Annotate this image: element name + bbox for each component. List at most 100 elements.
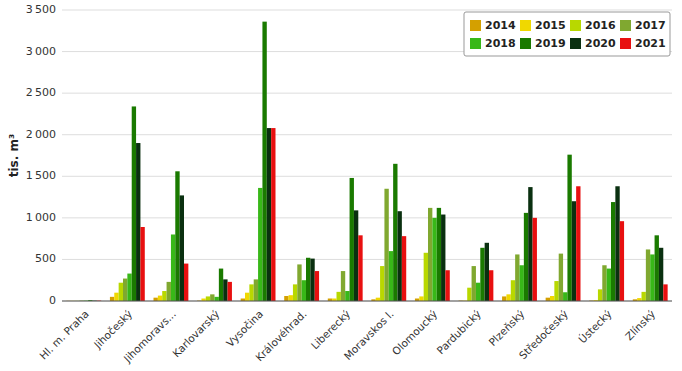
- bar: [127, 274, 131, 301]
- x-tick-label: Jihomoravs...: [121, 308, 178, 365]
- bar: [572, 201, 576, 301]
- grid-line: [62, 134, 672, 135]
- bar: [607, 269, 611, 301]
- bar: [646, 249, 650, 301]
- bar: [611, 202, 615, 301]
- bar: [171, 234, 175, 301]
- legend-label: 2019: [535, 37, 566, 50]
- bar: [215, 297, 219, 301]
- grid-line: [62, 10, 672, 11]
- bar: [559, 254, 563, 301]
- bar: [389, 251, 393, 301]
- bar: [354, 210, 358, 301]
- y-axis: 05001 0001 5002 0002 5003 0003 500: [26, 3, 56, 307]
- bar: [175, 171, 179, 301]
- grid-line: [62, 176, 672, 177]
- bar: [393, 164, 397, 301]
- x-tick-label: Hl. m. Praha: [37, 308, 91, 362]
- bar: [441, 215, 445, 301]
- bar: [310, 259, 314, 301]
- x-tick-label: Vysočina: [224, 308, 266, 350]
- legend-label: 2016: [585, 19, 616, 32]
- bar: [114, 293, 118, 301]
- x-tick-label: Karlovarský: [170, 308, 222, 360]
- bar: [219, 269, 223, 301]
- bar: [620, 221, 624, 301]
- bar: [524, 213, 528, 301]
- grid-line: [62, 301, 672, 302]
- bar: [489, 270, 493, 301]
- bar: [533, 218, 537, 301]
- grid: [62, 10, 672, 301]
- legend-swatch: [470, 20, 481, 31]
- bar: [341, 271, 345, 301]
- bar: [132, 106, 136, 301]
- bar: [432, 218, 436, 301]
- bar: [485, 243, 489, 301]
- bar: [350, 178, 354, 301]
- x-tick-label: Moravskos l.: [341, 308, 396, 363]
- y-axis-label: tis. m³: [7, 134, 21, 178]
- bar: [567, 155, 571, 301]
- y-tick-label: 1 500: [26, 169, 56, 182]
- bar: [167, 282, 171, 301]
- y-tick-label: 1 000: [26, 211, 56, 224]
- legend-label: 2014: [485, 19, 516, 32]
- bar: [642, 292, 646, 301]
- bar: [284, 296, 288, 301]
- x-tick-label: Pardubický: [434, 308, 483, 357]
- bar: [306, 258, 310, 301]
- bar: [563, 292, 567, 301]
- bar: [206, 296, 210, 301]
- bar: [663, 284, 667, 301]
- bar: [180, 195, 184, 301]
- bar: [506, 294, 510, 301]
- bar: [271, 128, 275, 301]
- bar: [228, 282, 232, 301]
- x-tick-label: Jihočeský: [91, 308, 135, 352]
- legend-swatch: [520, 38, 531, 49]
- series: [97, 128, 668, 301]
- bar: [358, 235, 362, 301]
- bar: [659, 248, 663, 301]
- bar: [337, 292, 341, 301]
- legend-swatch: [570, 20, 581, 31]
- bar: [302, 280, 306, 301]
- bar: [528, 187, 532, 301]
- bar: [258, 188, 262, 301]
- x-tick-label: Plzeňský: [486, 308, 527, 349]
- bar: [437, 208, 441, 301]
- y-tick-label: 0: [49, 294, 56, 307]
- legend-swatch: [620, 20, 631, 31]
- bar: [262, 22, 266, 301]
- bar: [119, 283, 123, 301]
- y-tick-label: 2 500: [26, 86, 56, 99]
- legend-label: 2018: [485, 37, 516, 50]
- bar: [655, 235, 659, 301]
- bar: [249, 284, 253, 301]
- bar: [245, 293, 249, 301]
- bar: [223, 279, 227, 301]
- bar: [297, 264, 301, 301]
- bar: [480, 248, 484, 301]
- y-tick-label: 2 000: [26, 128, 56, 141]
- legend-swatch: [570, 38, 581, 49]
- legend-frame: [464, 12, 670, 56]
- legend-label: 2017: [635, 19, 666, 32]
- series: [88, 22, 659, 301]
- bar: [380, 266, 384, 301]
- bar: [110, 297, 114, 301]
- bars: [66, 22, 667, 301]
- bar: [315, 271, 319, 301]
- bar: [428, 208, 432, 301]
- bar: [554, 281, 558, 301]
- bar: [254, 279, 258, 301]
- x-tick-label: Královéhrad.: [253, 308, 309, 364]
- series: [93, 128, 664, 301]
- x-tick-label: Liberecký: [308, 308, 352, 352]
- bar: [345, 291, 349, 301]
- bar: [650, 254, 654, 301]
- bar: [123, 279, 127, 301]
- bar: [445, 270, 449, 301]
- bar: [419, 296, 423, 301]
